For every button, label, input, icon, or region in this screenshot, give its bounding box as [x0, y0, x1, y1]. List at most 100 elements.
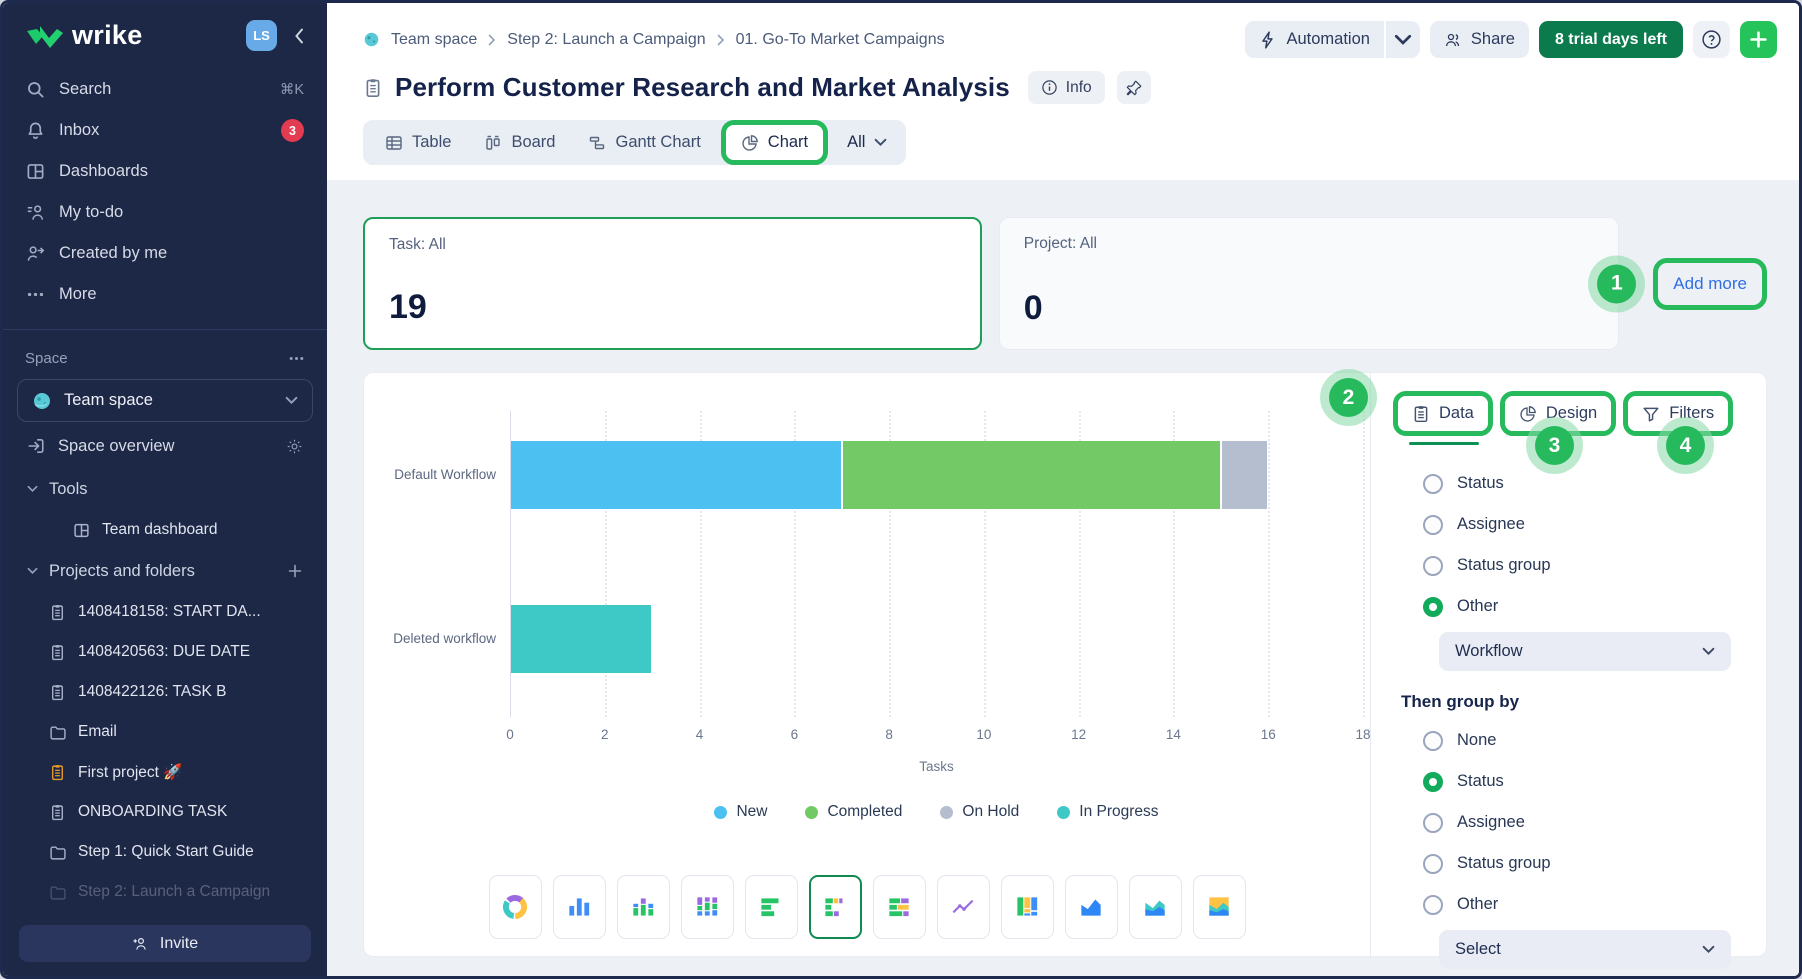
tab-data[interactable]: Data: [1398, 396, 1488, 431]
chart-type-line[interactable]: [936, 875, 990, 939]
sidebar-item-inbox[interactable]: Inbox 3: [13, 110, 317, 151]
task-icon: [49, 684, 66, 701]
radio-then-group-by-status-group[interactable]: Status group: [1423, 843, 1744, 884]
chart-type-bar-horizontal-stacked[interactable]: [808, 875, 862, 939]
sidebar-project-item[interactable]: 1408422126: TASK B: [3, 672, 327, 712]
share-button[interactable]: Share: [1429, 21, 1529, 58]
radio-group-by-assignee[interactable]: Assignee: [1423, 504, 1744, 545]
breadcrumb-item[interactable]: Team space: [391, 30, 478, 48]
gridline: [1078, 411, 1081, 717]
chart-type-bar-horizontal[interactable]: [744, 875, 798, 939]
tab-filters[interactable]: Filters: [1628, 396, 1729, 431]
create-new-button[interactable]: [1740, 21, 1777, 58]
automation-dropdown-button[interactable]: [1385, 21, 1420, 58]
chart-type-area[interactable]: [1064, 875, 1118, 939]
add-project-icon[interactable]: [287, 563, 303, 579]
chart-type-area-stacked[interactable]: [1128, 875, 1182, 939]
radio-then-group-by-other[interactable]: Other: [1423, 884, 1744, 925]
radio-dot[interactable]: [1423, 514, 1443, 535]
radio-group-by-status[interactable]: Status: [1423, 463, 1744, 504]
folder-icon: [49, 884, 66, 901]
sidebar-item-more[interactable]: More: [13, 274, 317, 315]
view-tab-chart[interactable]: Chart: [725, 125, 824, 160]
tree-item-label: 1408422126: TASK B: [78, 683, 227, 700]
sidebar-item-created-by-me[interactable]: Created by me: [13, 233, 317, 274]
collapse-sidebar-icon[interactable]: [291, 28, 307, 44]
radio-then-group-by-status[interactable]: Status: [1423, 761, 1744, 802]
summary-card-task[interactable]: Task: All 19: [363, 217, 982, 350]
legend-item-in-progress: In Progress: [1057, 803, 1159, 821]
tree-item-label: 1408420563: DUE DATE: [78, 643, 251, 660]
summary-card-project[interactable]: Project: All 0: [998, 217, 1620, 350]
then-group-by-dropdown[interactable]: Select: [1439, 930, 1731, 969]
radio-then-group-by-assignee[interactable]: Assignee: [1423, 802, 1744, 843]
radio-dot[interactable]: [1423, 555, 1443, 576]
radio-dot[interactable]: [1423, 812, 1443, 833]
chart-type-selector: [364, 875, 1370, 939]
sidebar-item-space-overview[interactable]: Space overview: [3, 424, 327, 468]
radio-group-by-status-group[interactable]: Status group: [1423, 545, 1744, 586]
info-button[interactable]: Info: [1027, 71, 1105, 104]
sidebar-item-dashboards[interactable]: Dashboards: [13, 151, 317, 192]
chart-type-column-stacked-full[interactable]: [680, 875, 734, 939]
radio-dot[interactable]: [1423, 473, 1443, 494]
then-group-by-dropdown-value: Select: [1455, 940, 1501, 958]
view-tab-label: Chart: [767, 133, 809, 151]
chart-type-column[interactable]: [552, 875, 606, 939]
view-tab-table[interactable]: Table: [370, 125, 466, 160]
sidebar-item-team-dashboard[interactable]: Team dashboard: [27, 510, 327, 550]
sidebar-item-search[interactable]: Search ⌘K: [13, 69, 317, 110]
view-tab-gantt-chart[interactable]: Gantt Chart: [573, 125, 715, 160]
radio-dot[interactable]: [1423, 894, 1443, 915]
radio-dot[interactable]: [1423, 596, 1443, 617]
folder-icon: [49, 724, 66, 741]
view-tab-board[interactable]: Board: [469, 125, 570, 160]
sidebar-project-item[interactable]: Step 2: Launch a Campaign: [3, 872, 327, 912]
chart-type-area-stacked-full[interactable]: [1192, 875, 1246, 939]
gear-icon[interactable]: [286, 438, 303, 455]
sidebar-item-label: Dashboards: [59, 162, 148, 180]
view-filter-all[interactable]: All: [833, 125, 899, 160]
chart-type-bar-horizontal-stacked-full[interactable]: [872, 875, 926, 939]
space-selector[interactable]: Team space: [17, 379, 313, 422]
space-name: Team space: [64, 391, 153, 409]
sidebar-item-my-to-do[interactable]: My to-do: [13, 192, 317, 233]
automation-button[interactable]: Automation: [1245, 21, 1384, 58]
bar-segment-new: [511, 441, 841, 509]
sidebar-project-item[interactable]: Email: [3, 712, 327, 752]
sidebar-project-item[interactable]: 1408418158: START DA...: [3, 592, 327, 632]
help-button[interactable]: [1693, 21, 1730, 58]
radio-dot[interactable]: [1423, 771, 1443, 792]
gantt-icon: [588, 134, 606, 152]
sidebar-project-item[interactable]: Step 1: Quick Start Guide: [3, 832, 327, 872]
radio-dot[interactable]: [1423, 730, 1443, 751]
chart-type-column-stacked[interactable]: [616, 875, 670, 939]
add-more-link[interactable]: Add more: [1673, 273, 1747, 293]
chart-type-donut[interactable]: [488, 875, 542, 939]
invite-button[interactable]: Invite: [19, 925, 311, 962]
sidebar-section-projects[interactable]: Projects and folders: [3, 550, 327, 592]
trial-days-button[interactable]: 8 trial days left: [1538, 21, 1683, 58]
legend-dot: [714, 805, 728, 819]
chart-type-mosaic[interactable]: [1000, 875, 1054, 939]
breadcrumb-item[interactable]: Step 2: Launch a Campaign: [507, 30, 706, 48]
avatar[interactable]: LS: [246, 20, 277, 51]
pin-button[interactable]: [1116, 71, 1151, 104]
category-label: Deleted workflow: [393, 631, 496, 646]
radio-dot[interactable]: [1423, 853, 1443, 874]
group-by-dropdown[interactable]: Workflow: [1439, 632, 1731, 671]
sidebar-project-item[interactable]: 1408420563: DUE DATE: [3, 632, 327, 672]
space-more-icon[interactable]: [288, 350, 305, 367]
tree-item-label: First project 🚀: [78, 763, 183, 781]
sidebar-project-item[interactable]: First project 🚀: [3, 752, 327, 792]
radio-group-by-other[interactable]: Other: [1423, 586, 1744, 627]
radio-then-group-by-none[interactable]: None: [1423, 720, 1744, 761]
sidebar: wrike LS Search ⌘K Inbox 3 Dashboards My to-d…: [3, 3, 327, 976]
radio-label: Other: [1457, 597, 1499, 615]
sidebar-project-item[interactable]: ONBOARDING TASK: [3, 792, 327, 832]
sidebar-section-tools[interactable]: Tools: [3, 468, 327, 510]
tab-design[interactable]: Design: [1504, 396, 1612, 431]
breadcrumb-item[interactable]: 01. Go-To Market Campaigns: [735, 30, 945, 48]
chart-panel: 0 2 4 6 8 10 12 14 16 18 Default Workflow Deleted w…: [363, 372, 1767, 969]
